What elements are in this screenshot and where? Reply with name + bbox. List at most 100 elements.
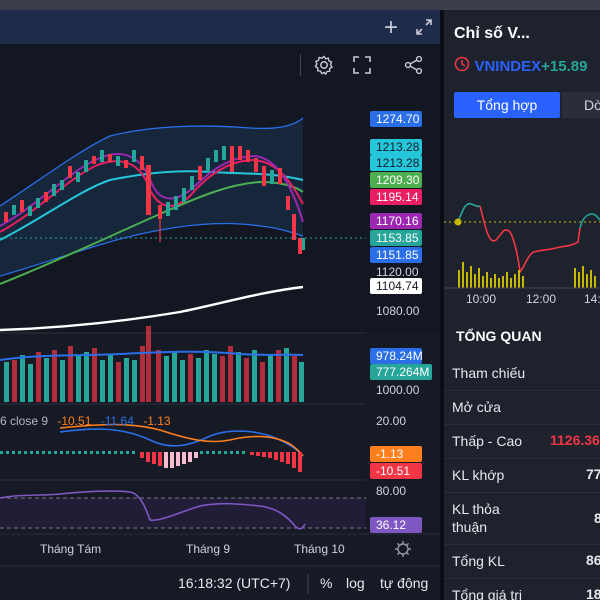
overview-row: Tham chiếu [444,356,600,391]
price-badge-bg [370,155,422,171]
status-time: 16:18:32 (UTC+7) [178,575,290,591]
rsi-badge: 36.12 [370,517,422,533]
bollinger-upper-line [0,117,304,207]
macd-legend-value-3: -1.13 [143,414,171,428]
overview-label: Thấp - Cao [452,433,523,449]
price-badge-text: 1213.28 [376,140,420,154]
price-badge-bg [370,111,422,127]
fullscreen-icon[interactable] [353,56,371,79]
time-axis-label: Tháng 9 [186,542,230,556]
macd-badge: -10.51 [370,463,422,479]
log-toggle[interactable]: log [346,575,365,591]
expand-icon[interactable] [414,17,434,41]
macd-histogram [0,451,302,472]
share-icon[interactable] [404,55,424,80]
intraday-time-label: 14: [584,292,600,306]
rsi-line [0,490,306,530]
overview-title: TỔNG QUAN [456,328,542,344]
volume-tick: 1000.00 [376,383,420,397]
price-badge: 1213.28 [370,155,422,171]
auto-toggle[interactable]: tự động [380,575,428,591]
volume-badge-bg [370,348,422,364]
right-panel: Chỉ số V... VNINDEX+15.89 Tổng hợp Dò 10… [444,10,600,600]
intraday-chart[interactable] [444,122,600,292]
macd-tick: 20.00 [376,414,406,428]
price-badge-bg [370,230,422,246]
ma-red-line [0,158,304,233]
volume-badge-text: 978.24M [376,349,423,363]
overview-label: Tổng KL [452,553,505,569]
price-badge: 1151.85 [370,247,422,263]
overview-value: 8 [594,510,600,526]
macd-legend: 6 close 9 -10.51 -11.64 -1.13 [0,414,171,428]
price-badge: 1209.30 [370,172,422,188]
index-change: +15.89 [541,58,588,75]
price-badge-bg [370,189,422,205]
percent-toggle[interactable]: % [320,575,332,591]
intraday-price-green [457,202,481,223]
overview-value: 77 [586,466,600,482]
clock-icon [454,56,470,77]
macd-legend-value-2: -11.64 [101,414,134,428]
index-name[interactable]: VNINDEX [474,58,542,75]
bollinger-lower-line [0,222,304,277]
overview-label: Mở cửa [452,399,501,415]
add-icon[interactable]: + [384,14,399,41]
price-tick: 1080.00 [376,304,420,318]
intraday-price-red [479,205,581,274]
overview-value: 1126.36 [550,432,600,448]
macd-legend-prefix: 6 close 9 [0,414,48,428]
macd-badge-bg [370,463,422,479]
overview-row: KL thỏa thuận 8 [444,492,600,545]
overview-row: Mở cửa [444,390,600,425]
ma-white-line [0,285,304,332]
volume-bars [4,326,304,402]
toolbar-separator [300,54,301,76]
macd-signal-line [59,423,304,457]
price-tick: 1120.00 [376,265,419,279]
ma-purple-line [0,153,304,227]
price-badge-text: 1209.30 [376,173,420,187]
overview-label: KL khớp [452,467,505,483]
price-badge: 1274.70 [370,111,422,127]
overview-row: Tổng KL 86 [444,544,600,579]
tab-second[interactable]: Dò [562,92,600,118]
overview-row: Thấp - Cao 1126.36 [444,424,600,459]
tab-tong-hop[interactable]: Tổng hợp [454,92,560,118]
intraday-time-label: 12:00 [526,292,557,306]
price-badge-bg [370,278,422,294]
axis-badges: 1274.70 1213.28 1213.28 1209.30 1195.14 1170.… [370,111,432,533]
price-badge-text: 1274.70 [376,112,420,126]
overview-label: Tham chiếu [452,365,526,381]
settings-gear-icon[interactable] [313,54,335,81]
candlesticks [4,146,305,254]
macd-line [59,428,304,457]
overview-value: 18 [586,586,600,600]
volume-badge-bg [370,364,432,380]
index-row: VNINDEX+15.89 [454,56,587,77]
ma-cyan-line [0,170,304,241]
intraday-start-dot [454,218,462,226]
volume-badge: 978.24M [370,348,423,364]
macd-badge-text: -1.13 [376,447,404,461]
macd-badge-bg [370,446,422,462]
rsi-badge-bg [370,517,422,533]
price-badge-text: 1213.28 [376,156,420,170]
bollinger-band-fill [0,118,303,276]
time-axis-settings-icon[interactable] [395,541,411,557]
price-badge-bg [370,247,422,263]
panel-divider[interactable] [440,10,444,600]
price-chart[interactable]: 1120.00 1080.00 1000.00 20.00 80.00 6 cl… [0,86,440,600]
price-badge-text: 1195.14 [376,190,419,204]
window-top-bar [0,0,600,10]
price-badge-text: 1151.85 [376,248,419,262]
price-badge-text: 1153.85 [376,231,419,245]
overview-label: KL thỏa thuận [452,501,500,535]
intraday-volume [458,262,596,288]
chart-header: + [0,10,440,44]
intraday-time-label: 10:00 [466,292,497,306]
rsi-badge-text: 36.12 [376,518,406,532]
macd-badge-text: -10.51 [376,464,410,478]
time-axis-label: Tháng Tám [40,542,101,556]
price-badge: 1195.14 [370,189,422,205]
